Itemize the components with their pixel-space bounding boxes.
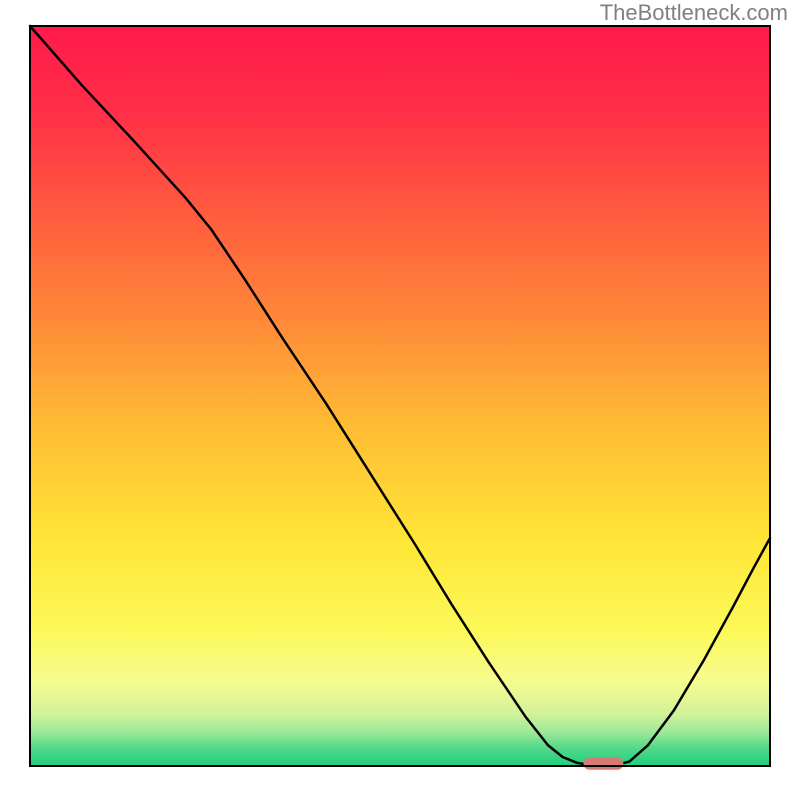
gradient-background (30, 26, 770, 766)
optimum-marker (584, 758, 624, 770)
watermark-text: TheBottleneck.com (600, 0, 788, 26)
bottleneck-chart (0, 0, 800, 800)
chart-container: TheBottleneck.com (0, 0, 800, 800)
